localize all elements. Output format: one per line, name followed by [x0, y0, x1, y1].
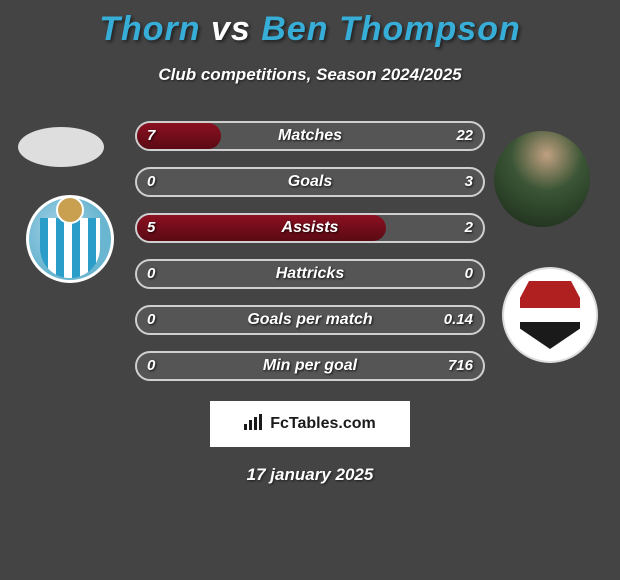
shield-icon	[520, 281, 580, 349]
player2-avatar	[494, 131, 590, 227]
footer-date: 17 january 2025	[0, 465, 620, 485]
title-player2: Ben Thompson	[261, 10, 520, 48]
source-logo: FcTables.com	[210, 401, 410, 447]
stat-row-hattricks: 0 Hattricks 0	[135, 259, 485, 289]
stat-label: Goals per match	[135, 305, 485, 335]
stat-right-value: 3	[465, 167, 473, 197]
title-vs: vs	[211, 10, 251, 48]
stat-label: Hattricks	[135, 259, 485, 289]
stat-label: Min per goal	[135, 351, 485, 381]
player1-avatar	[18, 127, 104, 167]
stat-row-assists: 5 Assists 2	[135, 213, 485, 243]
player2-club-badge	[502, 267, 598, 363]
page-title: Thorn vs Ben Thompson	[0, 10, 620, 49]
stat-right-value: 0.14	[444, 305, 473, 335]
stat-row-mpg: 0 Min per goal 716	[135, 351, 485, 381]
stat-right-value: 2	[465, 213, 473, 243]
source-logo-text: FcTables.com	[270, 415, 376, 433]
title-player1: Thorn	[99, 10, 200, 48]
stats-area: 7 Matches 22 0 Goals 3 5 Assists 2	[0, 121, 620, 381]
stat-label: Goals	[135, 167, 485, 197]
stat-right-value: 716	[448, 351, 473, 381]
stat-row-goals: 0 Goals 3	[135, 167, 485, 197]
stat-bars: 7 Matches 22 0 Goals 3 5 Assists 2	[135, 121, 485, 381]
stat-row-matches: 7 Matches 22	[135, 121, 485, 151]
stat-row-gpm: 0 Goals per match 0.14	[135, 305, 485, 335]
stat-right-value: 0	[465, 259, 473, 289]
stat-label: Matches	[135, 121, 485, 151]
subtitle: Club competitions, Season 2024/2025	[0, 65, 620, 85]
chart-icon	[244, 414, 264, 435]
infographic-container: Thorn vs Ben Thompson Club competitions,…	[0, 0, 620, 580]
player1-club-badge	[26, 195, 114, 283]
stat-label: Assists	[135, 213, 485, 243]
stat-right-value: 22	[456, 121, 473, 151]
